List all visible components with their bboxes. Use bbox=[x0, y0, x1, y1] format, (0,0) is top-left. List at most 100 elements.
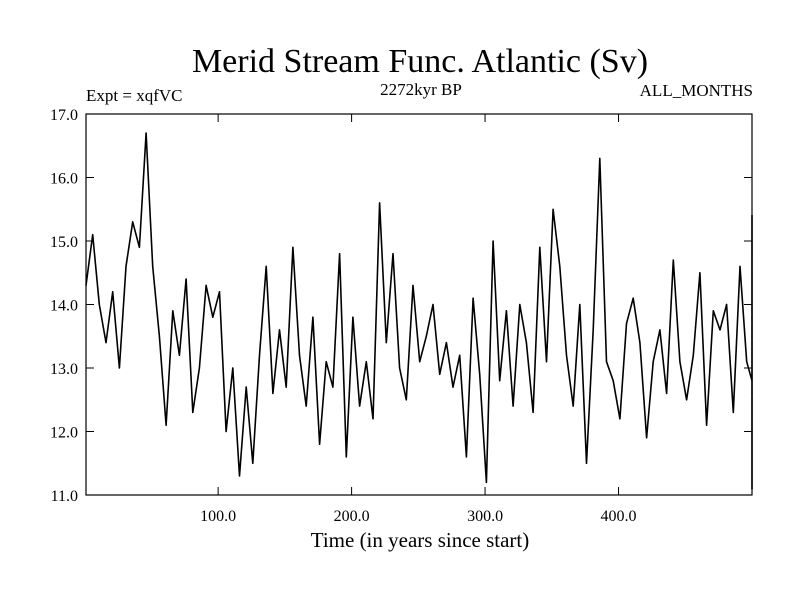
y-tick-label: 13.0 bbox=[50, 361, 78, 378]
data-point bbox=[238, 475, 241, 477]
data-point bbox=[105, 342, 107, 344]
data-point bbox=[452, 386, 454, 388]
data-point bbox=[739, 265, 741, 267]
data-point bbox=[285, 386, 287, 388]
data-point bbox=[245, 386, 247, 388]
data-point bbox=[98, 303, 100, 306]
data-point bbox=[572, 405, 574, 407]
data-point bbox=[392, 253, 394, 255]
x-tick-label: 400.0 bbox=[601, 508, 637, 525]
data-point bbox=[712, 310, 714, 312]
data-point bbox=[379, 202, 381, 204]
data-point bbox=[505, 310, 507, 312]
data-point bbox=[612, 380, 614, 382]
plot-frame bbox=[85, 113, 753, 496]
data-point bbox=[152, 265, 154, 267]
data-point bbox=[205, 284, 207, 286]
chart-title: Merid Stream Func. Atlantic (Sv) bbox=[192, 43, 648, 80]
data-point bbox=[292, 246, 294, 248]
data-point bbox=[479, 373, 481, 375]
data-point bbox=[732, 411, 734, 413]
data-point bbox=[692, 354, 694, 356]
data-point bbox=[525, 342, 528, 344]
data-point bbox=[372, 418, 374, 420]
data-point bbox=[519, 303, 521, 306]
plot-area: 11.0 12.0 13.0 14.0 15.0 16.0 17.0 100.0 200.0 30… bbox=[50, 107, 753, 525]
data-point bbox=[659, 329, 661, 331]
data-point bbox=[172, 310, 174, 312]
data-point bbox=[298, 354, 301, 356]
data-point bbox=[132, 221, 134, 223]
y-tick-label: 12.0 bbox=[50, 425, 78, 442]
data-point bbox=[312, 316, 314, 318]
data-point bbox=[359, 405, 361, 407]
data-point bbox=[465, 456, 467, 458]
data-point bbox=[585, 462, 588, 464]
data-point bbox=[719, 329, 721, 331]
data-point bbox=[619, 418, 621, 420]
months-label: ALL_MONTHS bbox=[640, 81, 753, 100]
x-tick-label: 100.0 bbox=[200, 508, 236, 525]
data-point bbox=[345, 456, 347, 458]
data-point bbox=[125, 265, 127, 267]
data-point bbox=[592, 329, 594, 331]
data-point bbox=[679, 361, 681, 363]
data-point bbox=[252, 462, 254, 464]
x-tick-label: 200.0 bbox=[334, 508, 370, 525]
data-point bbox=[492, 240, 494, 242]
data-point bbox=[165, 424, 167, 426]
y-tick-label: 17.0 bbox=[50, 107, 78, 124]
data-point bbox=[565, 354, 568, 356]
data-point bbox=[325, 361, 327, 363]
x-axis-label: Time (in years since start) bbox=[311, 528, 530, 552]
data-point bbox=[419, 361, 421, 363]
data-point bbox=[138, 246, 140, 248]
data-point bbox=[552, 208, 554, 210]
data-point bbox=[532, 411, 534, 413]
data-point bbox=[319, 443, 321, 445]
data-point bbox=[559, 265, 561, 267]
data-point bbox=[425, 335, 427, 337]
x-tick-label: 300.0 bbox=[467, 508, 503, 525]
data-point bbox=[512, 405, 514, 407]
data-point bbox=[232, 367, 234, 369]
data-point bbox=[472, 297, 474, 299]
data-point bbox=[706, 424, 708, 426]
period-label: 2272kyr BP bbox=[380, 80, 462, 99]
data-point bbox=[726, 303, 728, 306]
data-point bbox=[412, 284, 414, 286]
data-point bbox=[145, 132, 147, 134]
series-line bbox=[85, 132, 753, 490]
data-point bbox=[218, 291, 221, 293]
data-point bbox=[599, 157, 601, 159]
data-point bbox=[332, 386, 334, 388]
data-point bbox=[485, 481, 487, 483]
data-point bbox=[212, 316, 214, 318]
data-point bbox=[639, 342, 641, 344]
data-point bbox=[605, 361, 608, 363]
data-point bbox=[158, 335, 160, 337]
data-point bbox=[579, 303, 581, 306]
data-point bbox=[672, 259, 674, 261]
data-point bbox=[118, 367, 120, 369]
data-point bbox=[539, 246, 541, 248]
data-point bbox=[445, 342, 447, 344]
y-tick-label: 16.0 bbox=[50, 171, 78, 188]
data-point bbox=[399, 367, 401, 369]
data-point bbox=[632, 297, 634, 299]
data-point bbox=[198, 367, 200, 369]
data-point bbox=[405, 399, 407, 401]
data-point bbox=[439, 373, 441, 375]
data-point bbox=[258, 354, 261, 356]
data-point bbox=[499, 380, 501, 382]
data-point bbox=[265, 265, 267, 267]
data-point bbox=[305, 405, 307, 407]
data-point bbox=[385, 342, 387, 344]
data-point bbox=[686, 399, 688, 401]
data-point bbox=[432, 303, 434, 306]
data-point bbox=[352, 316, 354, 318]
data-point bbox=[272, 392, 274, 394]
data-point bbox=[625, 323, 628, 325]
data-point bbox=[192, 411, 194, 413]
